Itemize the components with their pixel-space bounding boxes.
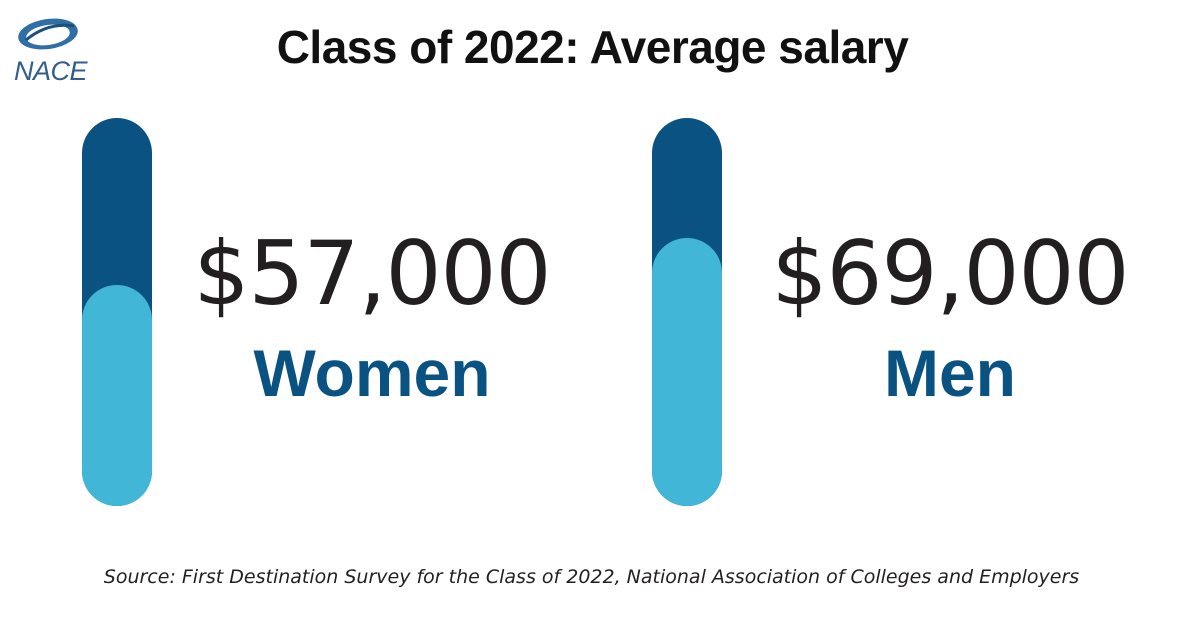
- logo-text: NACE: [14, 56, 88, 86]
- nace-logo: NACE: [12, 14, 102, 86]
- gauge-women: [82, 118, 152, 506]
- value-label-men: $69,000: [771, 222, 1130, 325]
- source-note: Source: First Destination Survey for the…: [103, 566, 1080, 588]
- category-label-women: Women: [253, 336, 491, 410]
- gauge-men: [652, 118, 722, 506]
- nace-swoosh-icon: [18, 18, 78, 50]
- chart-title: Class of 2022: Average salary: [276, 21, 909, 73]
- gauge-fill-women: [82, 285, 152, 506]
- category-label-men: Men: [884, 336, 1016, 410]
- value-label-women: $57,000: [193, 222, 552, 325]
- gauge-fill-men: [652, 238, 722, 506]
